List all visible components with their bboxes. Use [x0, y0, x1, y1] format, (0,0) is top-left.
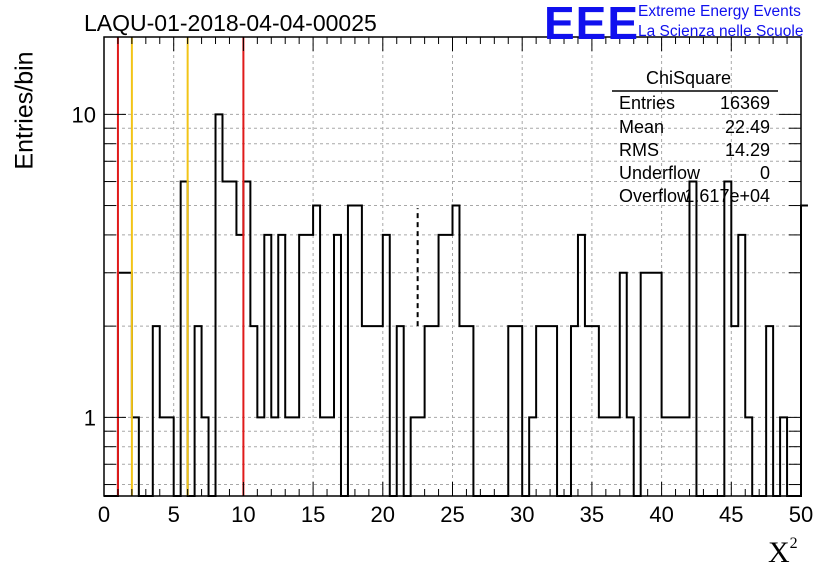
stats-value-entries: 16369: [719, 93, 770, 113]
stats-label-overflow: Overflow: [619, 186, 691, 206]
y-tick-label: 1: [84, 405, 96, 430]
x-tick-label: 50: [789, 502, 813, 527]
stats-value-underflow: 0: [759, 163, 770, 183]
logo-line-1: Extreme Energy Events: [638, 3, 801, 20]
stats-value-rms: 14.29: [724, 140, 770, 160]
stats-label-underflow: Underflow: [619, 163, 701, 183]
histogram-series: [104, 113, 808, 497]
x-tick-label: 20: [371, 502, 395, 527]
x-tick-label: 5: [168, 502, 180, 527]
x-tick-label: 45: [719, 502, 743, 527]
x-tick-label: 30: [510, 502, 534, 527]
stats-value-overflow: 1.617e+04: [684, 186, 770, 206]
x-tick-label: 25: [440, 502, 464, 527]
x-tick-label: 10: [231, 502, 255, 527]
x-tick-label: 15: [301, 502, 325, 527]
y-axis-label: Entries/bin: [10, 51, 39, 170]
stats-value-mean: 22.49: [724, 117, 770, 137]
x-axis-label: X2: [768, 535, 798, 570]
x-axis-label-sup: 2: [789, 535, 798, 552]
x-tick-label: 0: [98, 502, 110, 527]
eee-logo: EEE: [544, 0, 640, 49]
logo-line-2: La Scienza nelle Scuole: [638, 23, 804, 40]
x-tick-label: 40: [649, 502, 673, 527]
chart-title: LAQU-01-2018-04-04-00025: [84, 10, 377, 36]
stats-label-rms: RMS: [619, 140, 659, 160]
x-tick-label: 35: [580, 502, 604, 527]
y-tick-label: 10: [72, 102, 96, 127]
stats-label-mean: Mean: [619, 117, 665, 137]
x-axis-label-text: X: [768, 536, 790, 569]
stats-box-title: ChiSquare: [646, 68, 732, 88]
stats-label-entries: Entries: [619, 93, 676, 113]
